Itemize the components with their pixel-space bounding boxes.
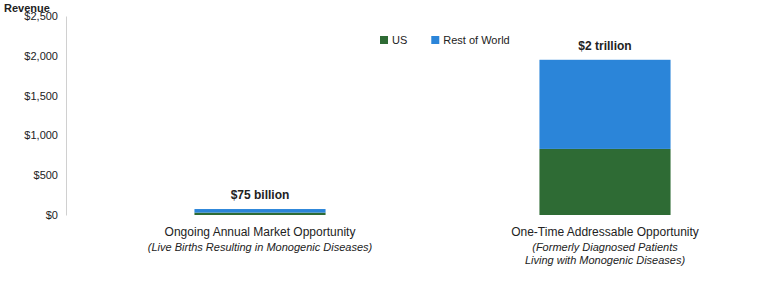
legend-label: Rest of World [443,34,509,46]
tick-label: $500 [34,169,58,181]
bar [194,209,325,213]
x-axis: Ongoing Annual Market Opportunity (Live B… [148,225,699,266]
tick-label: $1,000 [24,129,58,141]
tick-label: $0 [46,209,58,221]
axis-line [66,17,67,216]
bar [539,149,670,215]
category-note: (Formerly Diagnosed PatientsLiving with … [525,241,686,266]
legend-swatch [380,36,388,44]
category-note-line: (Formerly Diagnosed Patients [532,241,678,253]
tick: $1,500 [24,90,66,102]
bars [194,60,670,215]
data-labels: $75 billion $2 trillion [231,39,632,202]
category-label: One-Time Addressable Opportunity [511,225,699,239]
tick-label: $1,500 [24,90,58,102]
y-axis-title: Revenue [4,2,50,14]
category-label: Ongoing Annual Market Opportunity [165,225,356,239]
legend-swatch [431,36,439,44]
category-note-line: Living with Monogenic Diseases) [525,254,686,266]
series [194,60,670,213]
legend-item: Rest of World [431,34,509,46]
total-label: $75 billion [231,188,290,202]
category-note: (Live Births Resulting in Monogenic Dise… [148,241,373,253]
tick: $1,000 [24,129,66,141]
bar [539,60,670,149]
chart: $0$500$1,000$1,500$2,000$2,500Revenue$75… [0,0,780,282]
legend: US Rest of World [380,34,510,46]
bar [194,213,325,215]
y-axis: $0$500$1,000$1,500$2,000$2,500 [24,10,66,221]
legend-label: US [392,34,407,46]
tick: $0 [46,209,66,221]
tick-label: $2,000 [24,50,58,62]
series [194,149,670,215]
legend-item: US [380,34,407,46]
total-label: $2 trillion [578,39,631,53]
tick: $2,000 [24,50,66,62]
tick: $500 [34,169,66,181]
